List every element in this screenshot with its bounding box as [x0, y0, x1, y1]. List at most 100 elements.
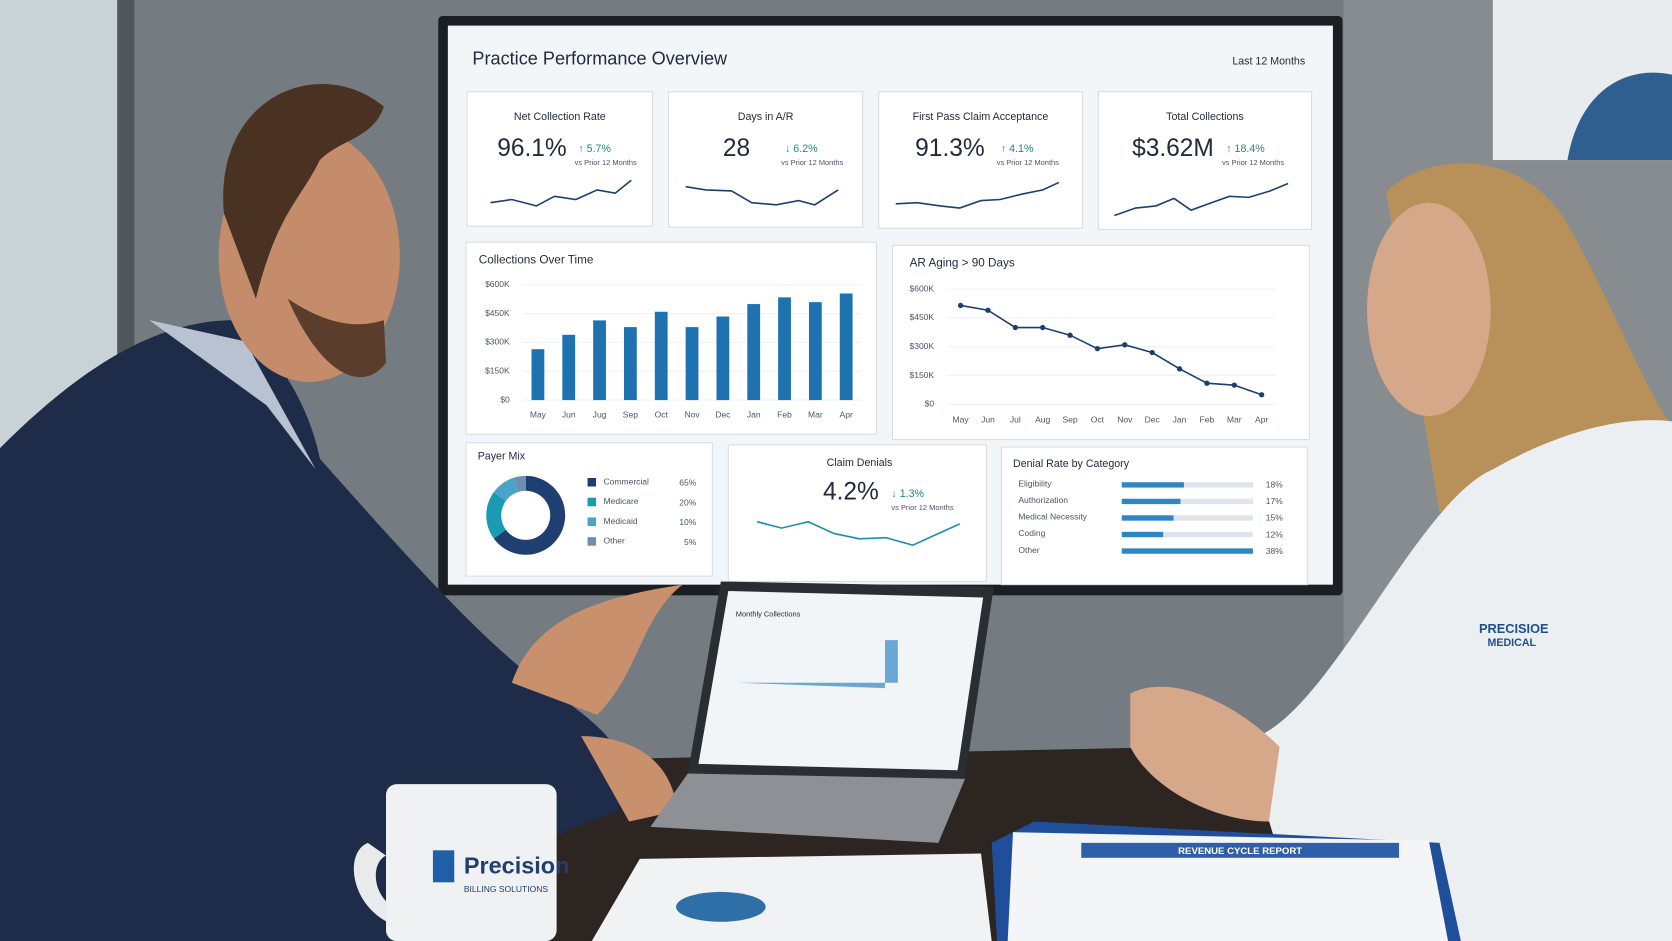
panel-title: Denial Rate by Category	[1013, 458, 1130, 470]
bar-track	[1121, 482, 1253, 488]
category-label: Medical Necessity	[1018, 512, 1087, 522]
bar	[1121, 548, 1253, 554]
bar	[623, 327, 637, 401]
report-band	[1081, 842, 1400, 858]
woman-hands	[1130, 686, 1280, 822]
x-tick-label: Oct	[1091, 415, 1105, 425]
window-frame	[117, 0, 135, 449]
kpi-change: ↑ 5.7%	[578, 143, 611, 155]
picture-art	[1567, 72, 1672, 161]
kpi-change: ↑ 4.1%	[1001, 143, 1034, 155]
bar	[808, 302, 822, 401]
value-label: 12%	[1266, 529, 1283, 539]
value-label: 15%	[1266, 513, 1283, 523]
mug	[386, 784, 557, 941]
x-tick-label: Aug	[1035, 415, 1050, 425]
point	[1067, 332, 1073, 338]
man-hand	[511, 584, 683, 715]
legend-swatch	[587, 497, 597, 507]
category-label: Eligibility	[1018, 479, 1052, 489]
man-hand	[581, 736, 678, 822]
laptop-title: Monthly Collections	[736, 609, 801, 618]
x-tick-label: Nov	[1117, 415, 1133, 425]
kpi-value: 96.1%	[497, 135, 566, 162]
legend-label: Medicaid	[604, 516, 638, 526]
bar	[1121, 498, 1181, 505]
laptop-screen	[698, 591, 984, 771]
coat-logo: MEDICAL	[1488, 637, 1537, 649]
panel	[727, 444, 987, 582]
bar	[685, 327, 699, 401]
value-label: 20%	[679, 497, 696, 507]
kpi-label: Days in A/R	[738, 111, 794, 123]
bar	[716, 316, 730, 401]
legend-label: Other	[604, 536, 625, 546]
woman-coat	[1258, 420, 1672, 941]
kpi-card	[466, 91, 654, 227]
y-tick-label: $300K	[485, 337, 510, 347]
kpi-value: 28	[723, 135, 750, 162]
donut-slice	[513, 475, 526, 492]
x-tick-label: Jan	[747, 409, 761, 419]
x-tick-label: Oct	[655, 409, 669, 419]
mug-handle	[353, 842, 408, 929]
bar	[593, 320, 606, 401]
kpi-note: vs Prior 12 Months	[781, 158, 843, 167]
legend-label: Commercial	[604, 476, 650, 486]
point	[1149, 349, 1155, 356]
kpi-value: $3.62M	[1132, 135, 1214, 162]
panel-title: Collections Over Time	[479, 253, 594, 266]
bar	[1121, 515, 1174, 521]
x-tick-label: Sep	[623, 409, 638, 419]
mug-logo	[432, 850, 455, 883]
point	[1012, 324, 1018, 331]
point	[1231, 382, 1237, 388]
y-tick-label: $600K	[909, 283, 934, 293]
value-label: 38%	[1266, 546, 1283, 556]
legend-label: Medicare	[604, 496, 639, 506]
x-tick-label: Dec	[715, 409, 731, 419]
x-tick-label: Feb	[1200, 415, 1215, 425]
donut-slice	[493, 477, 519, 501]
point	[985, 307, 991, 313]
sparkline	[490, 179, 632, 207]
kpi-note: vs Prior 12 Months	[891, 503, 953, 512]
mug-tagline: BILLING SOLUTIONS	[464, 884, 549, 894]
x-tick-label: May	[953, 415, 970, 425]
bar	[1121, 482, 1184, 488]
x-tick-label: Dec	[1145, 415, 1161, 425]
coat-logo: PRECISIOE	[1479, 621, 1549, 636]
bar	[562, 334, 576, 401]
value-label: 10%	[679, 517, 696, 527]
point	[1122, 342, 1128, 348]
kpi-card	[878, 91, 1083, 229]
y-tick-label: $150K	[909, 370, 934, 380]
period: Last 12 Months	[1232, 56, 1305, 68]
y-tick-label: $450K	[909, 312, 934, 322]
bar-track	[1121, 498, 1253, 505]
man-shirt	[149, 320, 316, 470]
y-tick-label: $150K	[485, 366, 510, 376]
y-tick-label: $600K	[485, 279, 510, 289]
point	[1040, 324, 1046, 331]
bar	[839, 293, 853, 401]
x-tick-label: Sep	[1062, 415, 1077, 425]
category-label: Other	[1018, 545, 1039, 555]
man-hair	[223, 83, 384, 299]
panel-title: Claim Denials	[827, 457, 893, 469]
panel-title: Payer Mix	[478, 450, 526, 462]
bar	[747, 304, 761, 401]
panel	[465, 442, 713, 577]
bar	[778, 297, 791, 401]
x-tick-label: Nov	[684, 409, 700, 419]
x-tick-label: Apr	[1255, 415, 1268, 425]
panel	[465, 241, 878, 435]
kpi-label: Total Collections	[1166, 111, 1244, 123]
y-tick-label: $0	[500, 394, 510, 404]
legend-swatch	[587, 517, 597, 526]
man-beard	[287, 298, 387, 378]
bar	[1121, 531, 1164, 538]
x-tick-label: Jan	[1173, 415, 1187, 425]
kpi-label: First Pass Claim Acceptance	[913, 111, 1049, 123]
woman-face	[1367, 202, 1491, 417]
